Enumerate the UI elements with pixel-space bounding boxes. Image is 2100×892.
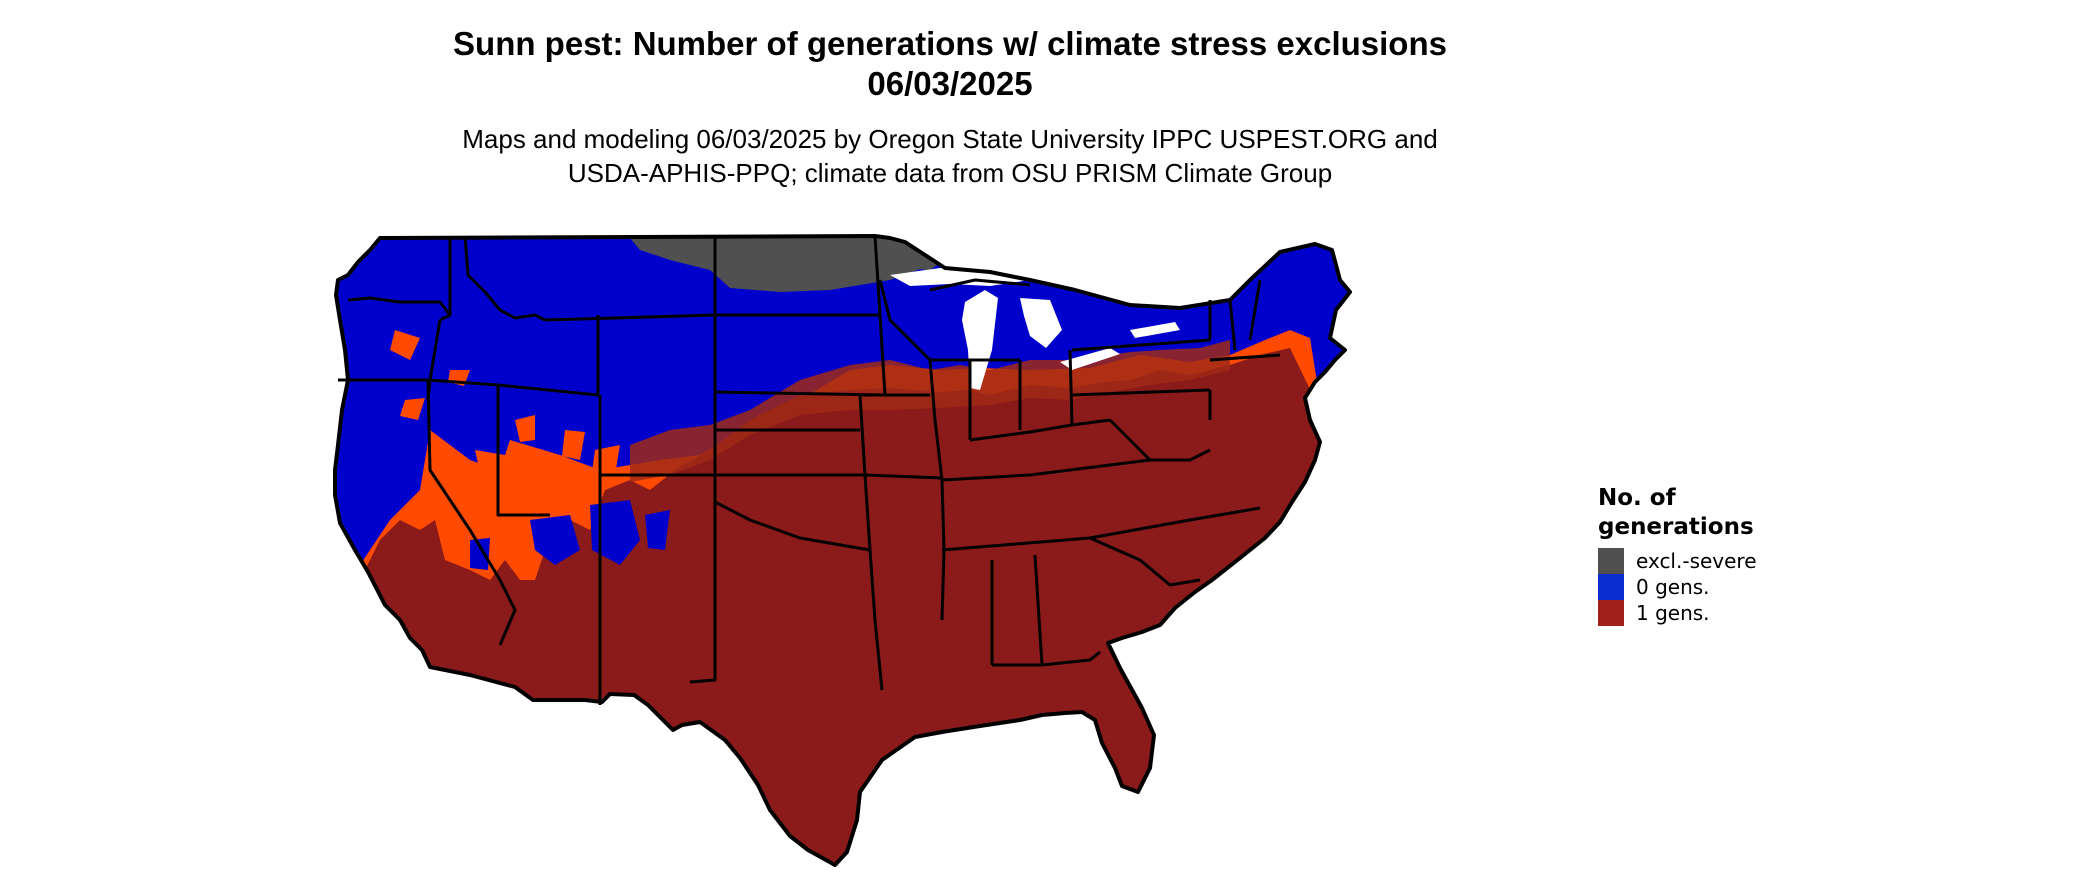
lake-huron [1020,298,1062,348]
legend-label-zero-gens: 0 gens. [1636,575,1710,599]
border-nm-tx [689,475,717,684]
map-regions [335,236,1350,865]
lake-ontario [1130,322,1180,338]
border-mi-upper [929,278,1031,292]
border-al-ga [1033,554,1044,666]
excluded-severe-region-east [870,242,950,270]
legend-label-excluded: excl.-severe [1636,549,1757,573]
western-orange-patch-6 [562,430,585,460]
southwest-blue-pocket-4 [470,538,490,570]
map-subtitle-line-2: USDA-APHIS-PPQ; climate data from OSU PR… [567,158,1333,188]
border-ma-ct [1209,353,1281,362]
western-orange-patch-8 [542,480,570,510]
western-orange-patch-2 [400,398,425,420]
border-mt-wy [544,313,716,322]
us-map-svg [333,234,1352,867]
excluded-severe-region [630,236,940,292]
border-id-mt [463,235,546,322]
border-oh-pa [1068,349,1074,426]
border-tn-ky [941,458,1151,482]
border-ga-fl [992,650,1101,667]
western-orange-patch-5 [515,415,535,442]
legend-item-zero-gens: 0 gens. [1598,574,1838,600]
border-sd-ne [714,390,886,397]
border-wv-va [1108,418,1211,462]
border-vt-nh [1228,299,1237,351]
border-nc-sc [1089,536,1201,587]
border-tn-ms-al [941,536,1091,552]
western-orange-patch-1 [390,330,420,360]
legend-item-one-gen: 1 gens. [1598,600,1838,626]
legend-swatch-zero-gens [1598,574,1624,600]
border-mo-il [928,359,944,481]
border-wa-or [347,296,452,316]
legend-title-line-2: generations [1598,514,1754,540]
map-title-line-2: 06/03/2025 [867,65,1033,102]
legend: No. of generations excl.-severe 0 gens. … [1598,484,1838,626]
map-title: Sunn pest: Number of generations w/ clim… [0,24,1900,104]
border-mo-ar [864,473,943,480]
map-subtitle: Maps and modeling 06/03/2025 by Oregon S… [0,122,1900,190]
border-ky-oh [969,418,1111,442]
legend-item-excluded: excl.-severe [1598,548,1838,574]
map-subtitle-line-1: Maps and modeling 06/03/2025 by Oregon S… [462,124,1438,154]
legend-swatch-one-gen [1598,600,1624,626]
legend-title: No. of generations [1598,484,1838,542]
border-id-nv [427,378,599,397]
border-va-nc [1089,506,1261,540]
border-tx-la [868,549,884,691]
southwest-blue-pocket-2 [590,500,640,565]
border-ok-tx [714,500,871,552]
border-pa-ny [1071,338,1211,352]
legend-label-one-gen: 1 gens. [1636,601,1710,625]
border-ks-mo [858,394,867,476]
map-title-line-1: Sunn pest: Number of generations w/ clim… [453,25,1447,62]
border-nv-ut [496,385,550,517]
border-ca-az [426,379,517,646]
border-nh-me [1248,279,1262,341]
state-borders [338,235,1281,705]
border-nd-mn [873,235,882,316]
border-pa-md [1071,388,1211,397]
border-sd-mn [878,314,887,396]
southwest-blue-pocket-1 [530,515,580,565]
legend-title-line-1: No. of [1598,485,1676,511]
southwest-blue-pocket-3 [645,510,670,550]
legend-swatch-excluded [1598,548,1624,574]
border-ok-ar [863,474,872,551]
us-map [330,220,1570,890]
lake-erie [1060,348,1120,370]
border-wi-mn [878,279,932,362]
one-generation-transition-region [630,340,1230,482]
